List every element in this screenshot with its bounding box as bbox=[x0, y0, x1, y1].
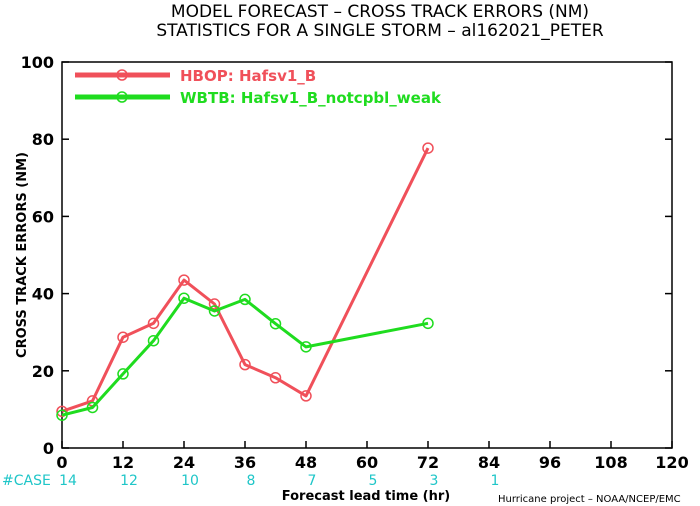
legend-marker-1 bbox=[116, 69, 128, 81]
x-tick-label: 84 bbox=[478, 453, 500, 472]
legend-label-1: HBOP: Hafsv1_B bbox=[180, 67, 316, 85]
series-2-point bbox=[208, 305, 221, 317]
x-tick-label: 0 bbox=[56, 453, 67, 472]
chart-title: MODEL FORECAST – CROSS TRACK ERRORS (NM) bbox=[171, 2, 589, 22]
case-label: #CASE bbox=[2, 473, 51, 489]
legend: HBOP: Hafsv1_B WBTB: Hafsv1_B_notcpbl_wea… bbox=[75, 67, 442, 107]
chart-subtitle: STATISTICS FOR A SINGLE STORM – al162021… bbox=[156, 21, 604, 41]
x-tick-label: 120 bbox=[655, 453, 688, 472]
y-axis-ticks: 0 20 40 60 80 100 bbox=[21, 53, 672, 458]
x-axis-ticks: 0 12 24 36 48 60 72 84 96 108 120 bbox=[56, 441, 689, 472]
case-count: 7 bbox=[308, 473, 317, 489]
series-2-point bbox=[147, 334, 160, 347]
y-tick-label: 20 bbox=[32, 362, 54, 381]
series-1-point bbox=[208, 298, 221, 310]
x-tick-label: 48 bbox=[295, 453, 317, 472]
series-1-point bbox=[117, 331, 129, 343]
case-count: 10 bbox=[181, 473, 199, 489]
case-count: 12 bbox=[120, 473, 138, 489]
series-1-point bbox=[269, 371, 282, 384]
x-axis-label: Forecast lead time (hr) bbox=[282, 489, 450, 504]
y-tick-label: 0 bbox=[43, 439, 54, 458]
x-tick-label: 60 bbox=[356, 453, 378, 472]
series-1-point bbox=[239, 358, 251, 371]
series-2-point bbox=[300, 341, 312, 353]
x-tick-label: 24 bbox=[173, 453, 195, 472]
series-2-point bbox=[117, 368, 129, 380]
y-tick-label: 80 bbox=[32, 130, 54, 149]
y-tick-label: 60 bbox=[32, 207, 54, 226]
case-count: 8 bbox=[247, 473, 256, 489]
series-2-point bbox=[269, 317, 282, 330]
case-count: 5 bbox=[369, 473, 378, 489]
series-2-point bbox=[178, 292, 190, 304]
legend-marker-2 bbox=[116, 91, 128, 103]
x-tick-label: 12 bbox=[112, 453, 134, 472]
case-count: 14 bbox=[59, 473, 77, 489]
plot-frame bbox=[61, 61, 673, 449]
x-tick-label: 108 bbox=[594, 453, 627, 472]
case-count: 3 bbox=[430, 473, 439, 489]
series-2-point bbox=[56, 409, 68, 421]
series-1-point bbox=[422, 142, 434, 154]
series-line-1 bbox=[61, 147, 430, 413]
series-layer bbox=[56, 142, 434, 421]
series-1-point bbox=[178, 274, 190, 286]
x-tick-label: 96 bbox=[539, 453, 561, 472]
credit-text: Hurricane project – NOAA/NCEP/EMC bbox=[498, 494, 681, 505]
y-tick-label: 100 bbox=[21, 53, 54, 72]
x-tick-label: 72 bbox=[417, 453, 439, 472]
case-count: 1 bbox=[491, 473, 500, 489]
series-2-point bbox=[86, 401, 99, 414]
series-2-point bbox=[239, 293, 251, 306]
case-counts: 14 12 10 8 7 5 3 1 bbox=[59, 473, 499, 489]
series-1-point bbox=[56, 405, 68, 418]
series-line-2 bbox=[61, 296, 429, 417]
series-2-point bbox=[422, 317, 434, 330]
series-1-point bbox=[300, 390, 312, 402]
y-axis-label: CROSS TRACK ERRORS (NM) bbox=[15, 152, 30, 358]
legend-label-2: WBTB: Hafsv1_B_notcpbl_weak bbox=[180, 89, 442, 107]
y-tick-label: 40 bbox=[32, 285, 54, 304]
x-tick-label: 36 bbox=[234, 453, 256, 472]
series-1-point bbox=[147, 317, 160, 330]
